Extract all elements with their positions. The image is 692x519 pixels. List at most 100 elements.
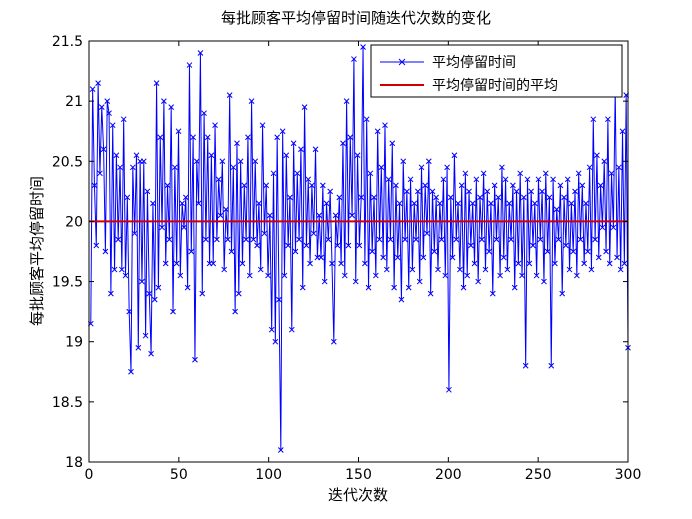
x-tick-label: 300 (615, 467, 642, 483)
data-point-marker (367, 170, 374, 177)
data-point-marker (601, 158, 608, 165)
data-point-marker (351, 56, 357, 62)
data-point-marker (157, 134, 164, 141)
x-tick-label: 50 (170, 467, 188, 483)
data-point-marker (486, 248, 492, 255)
data-point-marker (575, 170, 582, 177)
data-point-marker (316, 212, 323, 219)
data-point-marker (91, 182, 98, 189)
y-tick-label: 21 (65, 94, 83, 110)
data-point-marker (489, 290, 496, 297)
data-point-marker (541, 278, 547, 285)
data-point-marker (140, 158, 147, 165)
data-point-marker (608, 170, 615, 177)
data-point-marker (420, 254, 427, 261)
data-point-marker (95, 80, 101, 86)
data-point-marker (380, 254, 387, 261)
data-point-marker (404, 188, 410, 195)
data-point-marker (394, 254, 401, 261)
data-point-marker (177, 272, 184, 279)
data-point-marker (265, 272, 271, 279)
data-point-marker (336, 194, 343, 201)
data-point-marker (557, 182, 564, 189)
data-point-marker (526, 260, 533, 267)
data-point-marker (444, 164, 450, 171)
data-point-marker (144, 188, 151, 195)
data-point-marker (385, 176, 392, 183)
data-point-marker (290, 140, 297, 147)
data-point-marker (477, 194, 483, 201)
data-point-marker (360, 44, 366, 50)
data-point-marker (334, 242, 341, 249)
data-point-marker (214, 236, 220, 243)
data-point-marker (190, 134, 196, 141)
data-point-marker (391, 284, 397, 291)
data-point-marker (605, 116, 611, 123)
data-point-marker (530, 242, 536, 249)
data-point-marker (113, 152, 120, 159)
data-point-marker (411, 200, 418, 207)
data-point-marker (513, 188, 520, 195)
data-point-marker (553, 206, 560, 213)
data-point-marker (204, 134, 211, 141)
data-point-marker (106, 110, 112, 117)
data-point-marker (223, 206, 229, 213)
data-point-marker (570, 248, 577, 255)
series-layer (87, 44, 631, 453)
data-point-marker (343, 98, 350, 104)
data-point-marker (307, 260, 313, 267)
data-point-marker (261, 230, 268, 237)
data-point-marker (212, 122, 218, 129)
data-point-marker (383, 266, 390, 273)
data-point-marker (462, 170, 469, 177)
data-point-marker (586, 164, 593, 171)
data-point-marker (256, 200, 262, 207)
legend-box (370, 44, 623, 98)
x-tick-label: 200 (435, 467, 462, 483)
data-point-marker (150, 200, 156, 207)
data-point-marker (510, 182, 516, 189)
data-point-marker (438, 236, 445, 243)
data-point-marker (254, 242, 260, 249)
data-point-marker (151, 296, 158, 303)
data-point-marker (458, 182, 465, 189)
data-point-marker (323, 200, 330, 207)
data-point-marker (97, 170, 103, 177)
data-point-marker (371, 194, 377, 201)
data-point-marker (294, 170, 301, 177)
data-point-marker (382, 122, 388, 129)
data-point-marker (568, 200, 575, 207)
data-point-marker (279, 128, 286, 135)
data-point-marker (358, 194, 365, 201)
chart-title: 每批顾客平均停留时间随迭代次数的变化 (221, 9, 491, 27)
data-point-marker (497, 272, 503, 279)
data-point-marker (548, 362, 555, 369)
x-axis: 0 50 100 150 200 250 300 (85, 41, 642, 483)
data-point-marker (159, 224, 165, 231)
data-point-marker (276, 296, 282, 303)
data-point-marker (435, 266, 441, 273)
data-point-marker (484, 188, 491, 195)
y-tick-label: 19 (65, 335, 83, 351)
data-point-marker (250, 236, 257, 243)
data-point-marker (566, 266, 573, 273)
data-point-marker (303, 242, 310, 249)
x-tick-label: 150 (345, 467, 372, 483)
data-point-marker (283, 152, 290, 159)
data-point-marker (298, 146, 304, 153)
data-point-marker (117, 164, 123, 171)
data-point-marker (415, 188, 421, 195)
data-point-marker (446, 386, 452, 393)
data-point-marker (457, 266, 463, 273)
data-point-marker (287, 194, 293, 201)
data-point-marker (146, 290, 153, 297)
x-axis-label: 迭代次数 (328, 486, 388, 504)
data-point-marker (270, 170, 277, 177)
data-point-marker (500, 254, 507, 261)
data-point-marker (161, 98, 167, 104)
data-point-marker (263, 182, 270, 189)
data-point-marker (588, 266, 595, 273)
data-point-marker (352, 278, 359, 285)
data-point-marker (363, 116, 370, 123)
data-point-marker (257, 266, 264, 273)
